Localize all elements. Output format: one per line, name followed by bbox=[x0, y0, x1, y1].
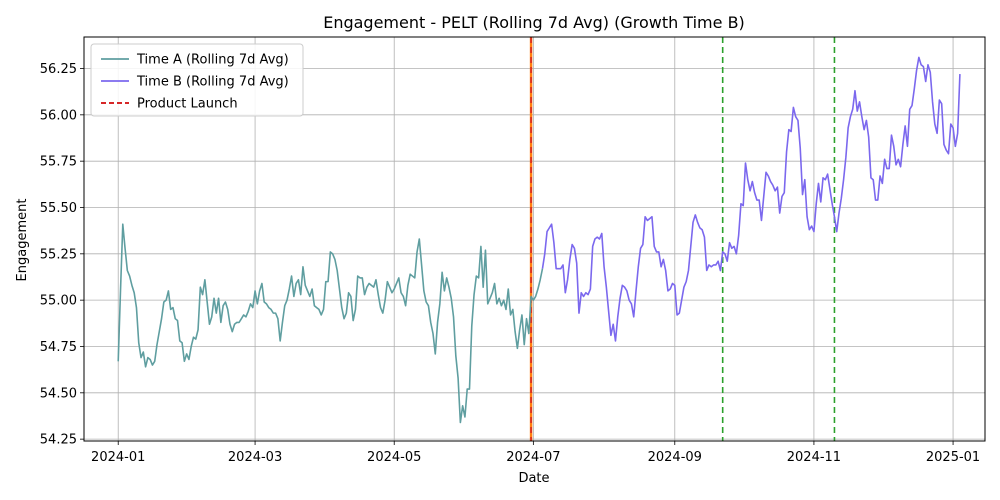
y-tick-label: 54.50 bbox=[40, 386, 77, 401]
x-axis-label: Date bbox=[518, 471, 549, 486]
y-axis: 54.25 54.50 54.75 55.00 55.25 55.50 55.75 56.00… bbox=[40, 62, 84, 448]
y-tick-label: 56.25 bbox=[40, 62, 77, 77]
series-line-time-b bbox=[541, 56, 961, 342]
x-axis: 2024-01 2024-03 2024-05 2024-07 2024-09 2024-… bbox=[91, 441, 980, 465]
x-tick-label: 2024-01 bbox=[91, 450, 145, 465]
x-tick-label: 2024-09 bbox=[648, 450, 702, 465]
change-point-lines bbox=[529, 37, 836, 441]
y-tick-label: 55.00 bbox=[40, 294, 77, 309]
y-tick-label: 54.75 bbox=[40, 340, 77, 355]
legend-label: Time B (Rolling 7d Avg) bbox=[136, 75, 289, 90]
chart-title: Engagement - PELT (Rolling 7d Avg) (Grow… bbox=[323, 13, 745, 32]
x-tick-label: 2024-03 bbox=[228, 450, 282, 465]
x-tick-label: 2024-11 bbox=[787, 450, 841, 465]
x-tick-label: 2025-01 bbox=[926, 450, 980, 465]
x-tick-label: 2024-05 bbox=[367, 450, 421, 465]
x-tick-label: 2024-07 bbox=[506, 450, 560, 465]
plot-frame bbox=[83, 36, 986, 442]
y-tick-label: 56.00 bbox=[40, 108, 77, 123]
legend: Time A (Rolling 7d Avg) Time B (Rolling 7… bbox=[90, 43, 304, 117]
series-lines bbox=[117, 56, 961, 424]
y-tick-label: 55.25 bbox=[40, 247, 77, 262]
y-axis-label: Engagement bbox=[15, 199, 30, 282]
series-line-time-a bbox=[117, 223, 544, 424]
y-tick-label: 54.25 bbox=[40, 433, 77, 448]
y-tick-label: 55.50 bbox=[40, 201, 77, 216]
y-tick-label: 55.75 bbox=[40, 155, 77, 170]
legend-label: Time A (Rolling 7d Avg) bbox=[136, 53, 289, 68]
legend-label: Product Launch bbox=[137, 97, 238, 112]
legend-box bbox=[90, 43, 304, 117]
